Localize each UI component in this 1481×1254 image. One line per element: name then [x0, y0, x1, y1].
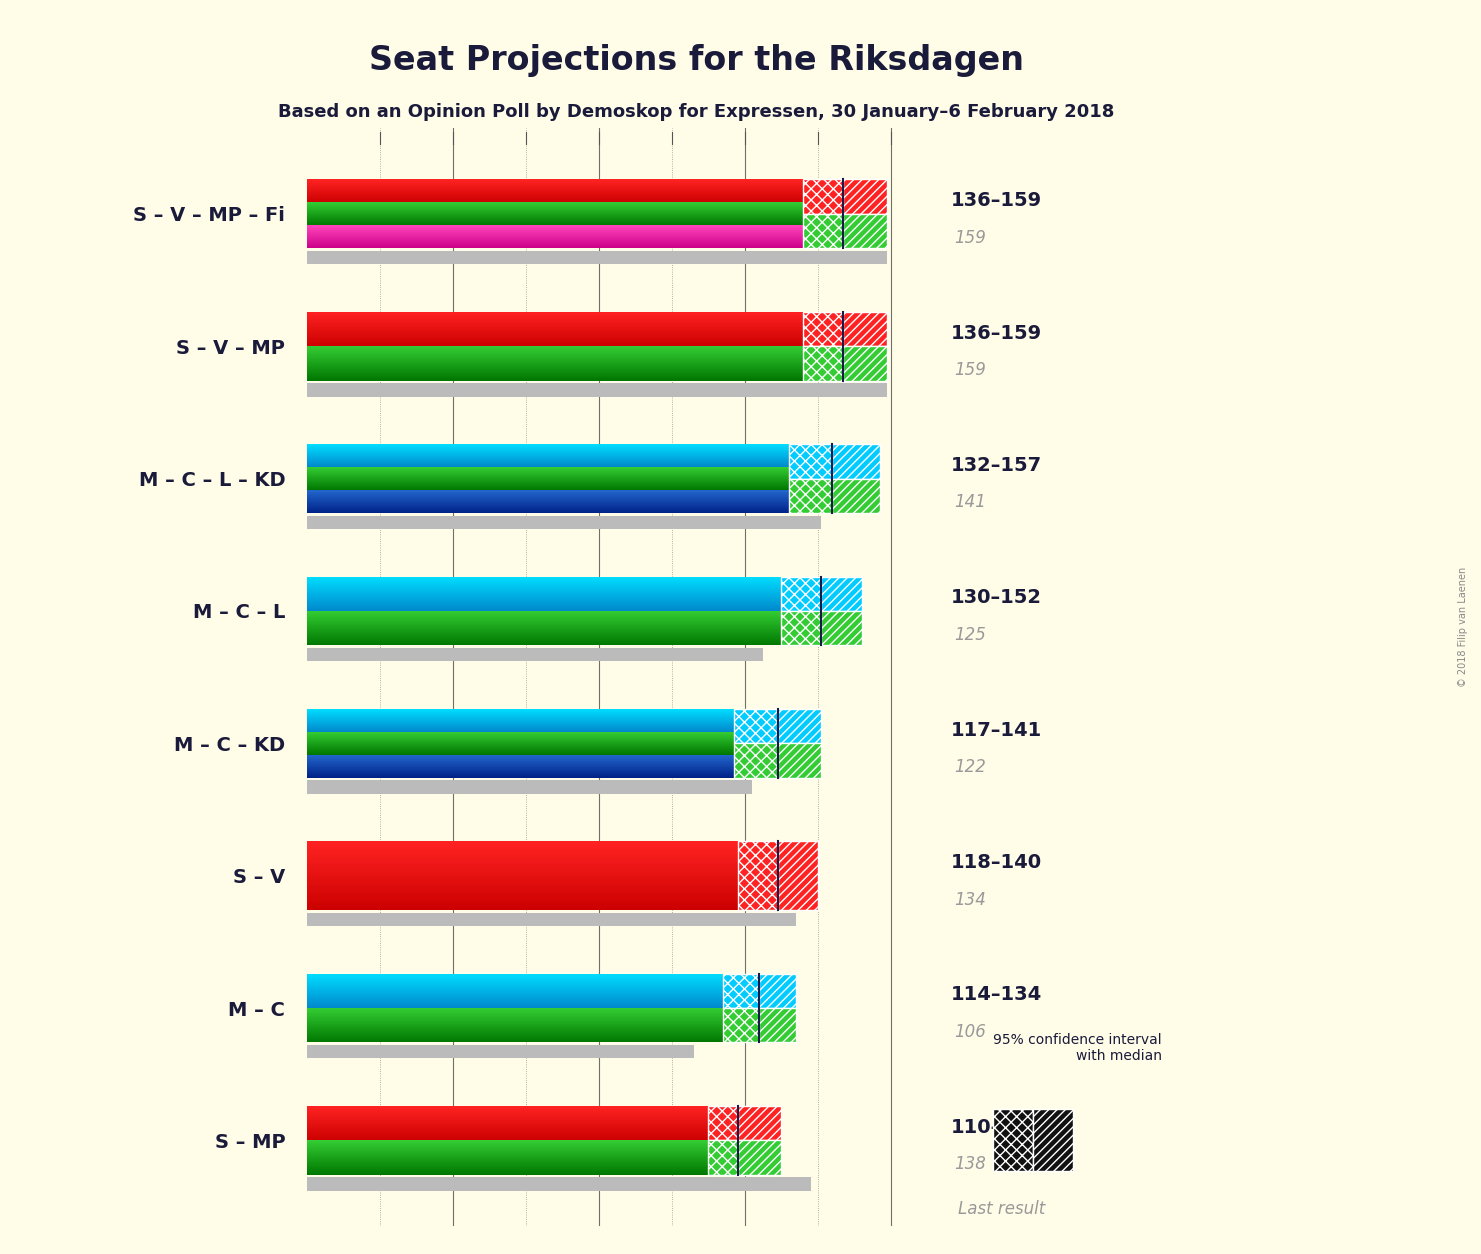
Text: 130–152: 130–152 — [951, 588, 1043, 607]
Text: 114–134: 114–134 — [951, 986, 1043, 1004]
Text: 117–141: 117–141 — [951, 721, 1043, 740]
Text: 159: 159 — [955, 228, 986, 247]
Bar — [307, 780, 752, 794]
Bar — [307, 384, 887, 396]
Bar — [843, 179, 887, 214]
Bar — [843, 346, 887, 381]
Text: 132–157: 132–157 — [951, 456, 1043, 475]
Text: 110–: 110– — [951, 1117, 1001, 1136]
Bar — [723, 1008, 760, 1042]
Bar — [788, 444, 832, 479]
Bar — [992, 1110, 1034, 1171]
Bar — [803, 346, 843, 381]
Bar — [738, 1106, 782, 1140]
Text: 122: 122 — [955, 759, 986, 776]
Text: 134: 134 — [955, 890, 986, 909]
Text: 106: 106 — [955, 1023, 986, 1041]
Text: 95% confidence interval
with median: 95% confidence interval with median — [992, 1033, 1161, 1063]
Bar — [803, 179, 843, 214]
Bar — [788, 479, 832, 513]
Text: 125: 125 — [955, 626, 986, 643]
Bar — [803, 312, 843, 346]
Bar — [782, 577, 822, 611]
Bar — [307, 648, 763, 661]
Text: © 2018 Filip van Laenen: © 2018 Filip van Laenen — [1459, 567, 1468, 687]
Bar — [307, 913, 795, 925]
Bar — [843, 214, 887, 248]
Bar — [843, 312, 887, 346]
Bar — [738, 1140, 782, 1175]
Bar — [803, 214, 843, 248]
Bar — [307, 1178, 810, 1191]
Text: 141: 141 — [955, 493, 986, 512]
Bar — [307, 515, 822, 529]
Text: 136–159: 136–159 — [951, 324, 1043, 342]
Bar — [782, 611, 822, 646]
Bar — [778, 744, 822, 777]
Text: Seat Projections for the Riksdagen: Seat Projections for the Riksdagen — [369, 44, 1023, 76]
Text: 138: 138 — [955, 1155, 986, 1174]
Bar — [735, 709, 778, 744]
Bar — [760, 1008, 795, 1042]
Bar — [307, 251, 887, 265]
Bar — [738, 841, 778, 910]
Bar — [1034, 1110, 1074, 1171]
Text: Last result: Last result — [958, 1200, 1046, 1218]
Bar — [822, 611, 862, 646]
Text: Based on an Opinion Poll by Demoskop for Expressen, 30 January–6 February 2018: Based on an Opinion Poll by Demoskop for… — [278, 103, 1114, 120]
Bar — [307, 1045, 693, 1058]
Bar — [735, 744, 778, 777]
Bar — [832, 479, 880, 513]
Text: 136–159: 136–159 — [951, 191, 1043, 211]
Bar — [723, 973, 760, 1008]
Bar — [822, 577, 862, 611]
Text: 159: 159 — [955, 361, 986, 379]
Bar — [778, 841, 818, 910]
Bar — [778, 709, 822, 744]
Bar — [708, 1106, 738, 1140]
Bar — [832, 444, 880, 479]
Bar — [760, 973, 795, 1008]
Text: 118–140: 118–140 — [951, 853, 1043, 872]
Bar — [708, 1140, 738, 1175]
